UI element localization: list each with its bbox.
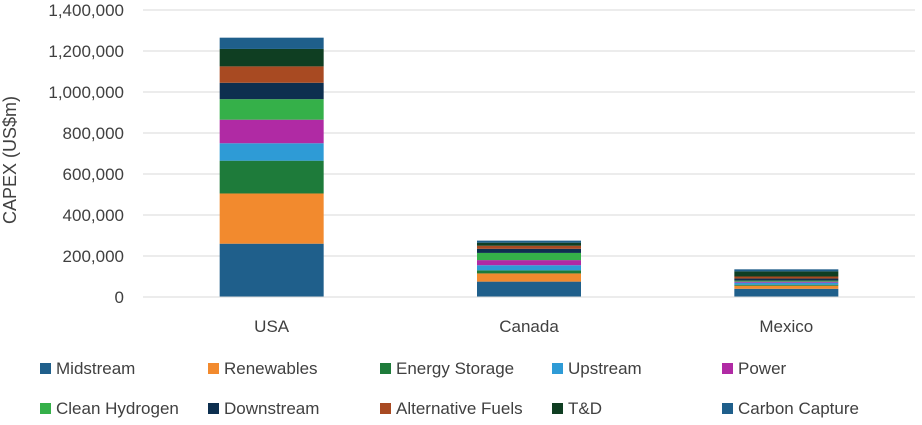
- legend-label: Downstream: [224, 399, 319, 418]
- bar-segment: [477, 240, 581, 243]
- legend-swatch: [40, 363, 51, 374]
- bar-segment: [734, 269, 839, 272]
- bar-segment: [219, 99, 324, 120]
- bar-segment: [219, 143, 324, 161]
- bar-segment: [734, 288, 839, 297]
- x-tick-label: Mexico: [759, 317, 813, 336]
- bar-segment: [734, 284, 839, 286]
- y-tick-label: 0: [115, 288, 124, 307]
- y-tick-label: 600,000: [63, 165, 124, 184]
- legend-item: Power: [722, 359, 787, 378]
- y-tick-label: 1,400,000: [48, 1, 124, 20]
- bars: [219, 37, 839, 297]
- y-tick-label: 1,200,000: [48, 42, 124, 61]
- y-tick-label: 800,000: [63, 124, 124, 143]
- y-tick-label: 1,000,000: [48, 83, 124, 102]
- y-tick-label: 400,000: [63, 206, 124, 225]
- bar-segment: [219, 82, 324, 100]
- legend-item: Midstream: [40, 359, 135, 378]
- bar-segment: [477, 270, 581, 274]
- bar-segment: [477, 245, 581, 249]
- bar-segment: [734, 282, 839, 285]
- bar-segment: [477, 252, 581, 261]
- legend-label: Power: [738, 359, 787, 378]
- legend-label: Midstream: [56, 359, 135, 378]
- x-axis: USA Canada Mexico: [143, 296, 915, 336]
- legend: Midstream Renewables Energy Storage Upstrea…: [40, 359, 859, 418]
- legend-item: Carbon Capture: [722, 399, 859, 418]
- bar-segment: [219, 119, 324, 144]
- legend-swatch: [380, 363, 391, 374]
- bar-segment: [219, 66, 324, 83]
- x-tick-label: USA: [254, 317, 290, 336]
- bar-segment: [734, 281, 839, 283]
- bar-stack-mexico: [734, 269, 839, 297]
- legend-swatch: [380, 403, 391, 414]
- legend-label: T&D: [568, 399, 602, 418]
- bar-segment: [734, 280, 839, 282]
- y-tick-label: 200,000: [63, 247, 124, 266]
- y-tick-labels: 0 200,000 400,000 600,000 800,000 1,000,000 1,…: [48, 1, 124, 307]
- legend-label: Renewables: [224, 359, 318, 378]
- bar-segment: [477, 273, 581, 282]
- bar-segment: [734, 276, 839, 279]
- legend-swatch: [552, 403, 563, 414]
- bar-segment: [734, 271, 839, 277]
- legend-item: Downstream: [208, 399, 319, 418]
- bar-stack-usa: [219, 37, 324, 297]
- legend-item: T&D: [552, 399, 602, 418]
- legend-item: Energy Storage: [380, 359, 514, 378]
- legend-item: Upstream: [552, 359, 642, 378]
- legend-item: Renewables: [208, 359, 318, 378]
- legend-swatch: [552, 363, 563, 374]
- bar-segment: [477, 242, 581, 246]
- legend-swatch: [208, 363, 219, 374]
- bar-segment: [219, 37, 324, 49]
- bar-segment: [477, 248, 581, 253]
- y-axis-label: CAPEX (US$m): [0, 96, 20, 224]
- legend-label: Clean Hydrogen: [56, 399, 179, 418]
- bar-segment: [477, 281, 581, 297]
- bar-segment: [477, 260, 581, 266]
- bar-segment: [477, 265, 581, 271]
- legend-swatch: [722, 363, 733, 374]
- legend-swatch: [208, 403, 219, 414]
- legend-label: Upstream: [568, 359, 642, 378]
- bar-segment: [734, 278, 839, 281]
- bar-segment: [219, 48, 324, 67]
- legend-label: Alternative Fuels: [396, 399, 523, 418]
- x-tick-label: Canada: [499, 317, 559, 336]
- bar-segment: [734, 285, 839, 289]
- legend-item: Clean Hydrogen: [40, 399, 179, 418]
- bar-segment: [219, 160, 324, 194]
- legend-swatch: [40, 403, 51, 414]
- bar-segment: [219, 193, 324, 244]
- legend-label: Energy Storage: [396, 359, 514, 378]
- legend-swatch: [722, 403, 733, 414]
- bar-stack-canada: [477, 240, 581, 297]
- bar-segment: [219, 243, 324, 297]
- legend-item: Alternative Fuels: [380, 399, 523, 418]
- legend-label: Carbon Capture: [738, 399, 859, 418]
